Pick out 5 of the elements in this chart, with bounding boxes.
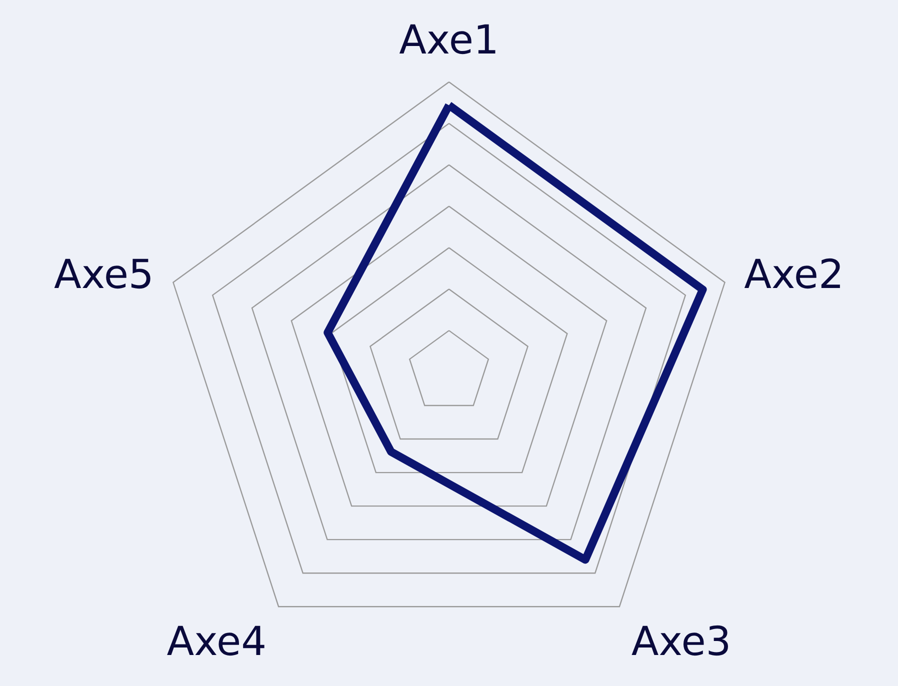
spoke-label: Axe2 (744, 252, 844, 298)
spoke-label: Axe1 (399, 18, 499, 64)
spoke-label: Axe4 (166, 619, 267, 666)
spoke-label: Axe3 (631, 619, 732, 666)
spoke-label: Axe5 (54, 252, 154, 298)
